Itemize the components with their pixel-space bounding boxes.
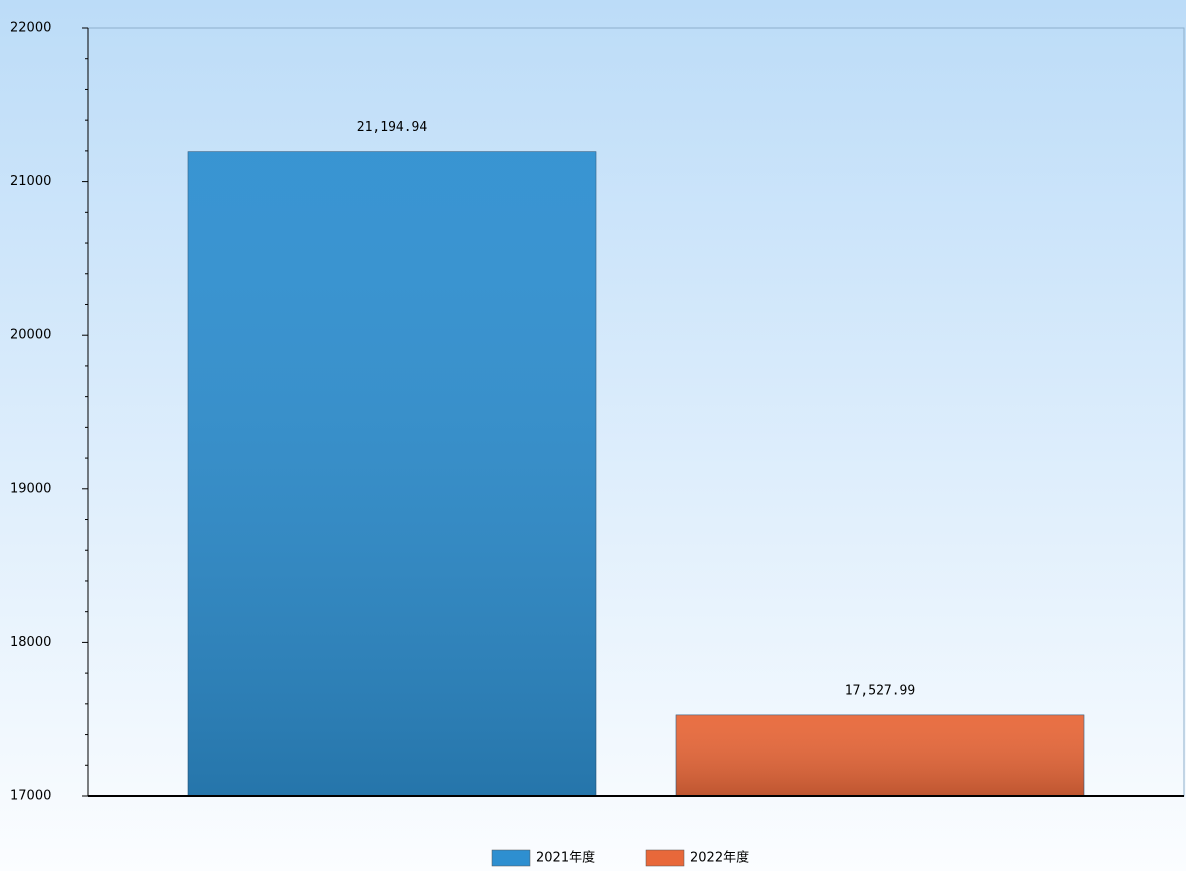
y-tick-label: 18000 [10, 635, 51, 650]
bar [675, 714, 1085, 797]
y-tick-label: 21000 [10, 174, 51, 189]
y-tick-label: 17000 [10, 789, 51, 804]
bar [187, 151, 597, 797]
value-label: 21,194.94 [357, 120, 428, 135]
legend-swatch [645, 849, 685, 867]
legend-swatch [491, 849, 531, 867]
legend-label: 2022年度 [690, 850, 749, 866]
y-tick-label: 22000 [10, 21, 51, 36]
y-tick-label: 19000 [10, 481, 51, 496]
value-label: 17,527.99 [845, 683, 915, 698]
legend-label: 2021年度 [536, 850, 595, 866]
y-tick-label: 20000 [10, 328, 51, 343]
